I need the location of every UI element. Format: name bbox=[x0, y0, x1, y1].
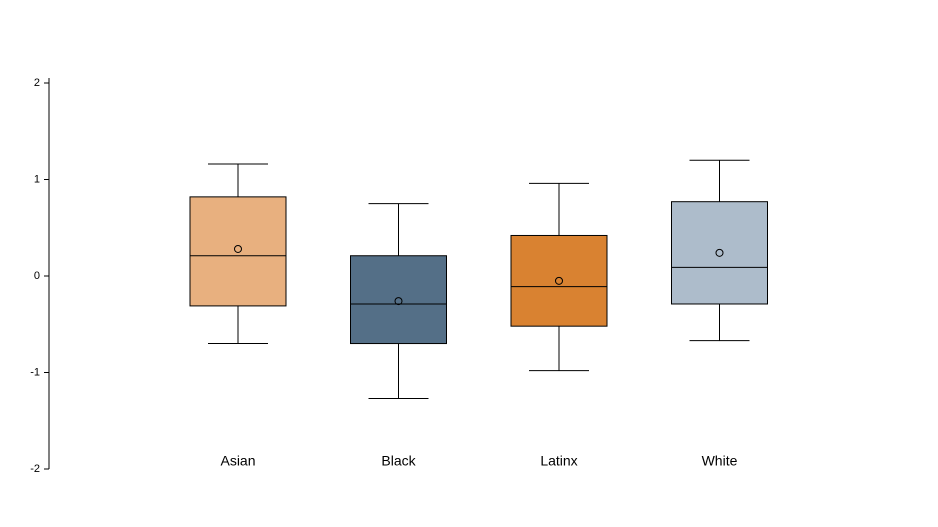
x-tick-label: Black bbox=[381, 453, 416, 469]
x-tick-label: White bbox=[702, 453, 738, 469]
y-tick-label: 2 bbox=[34, 77, 40, 89]
x-tick-label: Latinx bbox=[540, 453, 577, 469]
box bbox=[350, 255, 447, 345]
y-tick-label: -2 bbox=[30, 463, 40, 475]
x-tick-label: Asian bbox=[220, 453, 255, 469]
y-tick-label: 0 bbox=[34, 270, 40, 282]
box bbox=[189, 196, 287, 307]
box bbox=[510, 234, 608, 327]
mean-marker bbox=[394, 297, 403, 306]
y-tick-label: -1 bbox=[30, 366, 40, 378]
box bbox=[671, 201, 768, 305]
mean-marker bbox=[234, 244, 242, 253]
y-tick-label: 1 bbox=[34, 173, 40, 185]
mean-marker bbox=[555, 276, 563, 285]
mean-marker bbox=[715, 248, 724, 257]
